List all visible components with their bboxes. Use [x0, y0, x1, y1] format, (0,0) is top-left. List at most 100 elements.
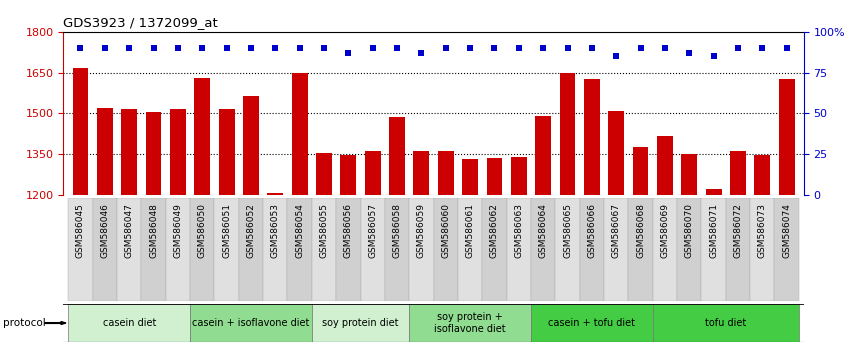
Text: soy protein diet: soy protein diet	[322, 318, 398, 328]
Bar	[190, 198, 214, 301]
Bar	[706, 189, 722, 195]
Bar	[511, 157, 527, 195]
Bar	[239, 198, 263, 301]
Bar	[750, 198, 774, 301]
Point	[220, 45, 233, 51]
Bar	[653, 304, 799, 342]
Point	[780, 45, 794, 51]
Text: GSM586060: GSM586060	[442, 203, 450, 258]
Bar	[438, 151, 453, 195]
Point	[487, 45, 501, 51]
Text: GSM586056: GSM586056	[343, 203, 353, 258]
Text: GSM586063: GSM586063	[514, 203, 524, 258]
Point	[415, 50, 428, 56]
Bar	[458, 198, 482, 301]
Text: GSM586050: GSM586050	[198, 203, 206, 258]
Bar	[170, 109, 186, 195]
Point	[342, 50, 355, 56]
Point	[195, 45, 209, 51]
Bar	[316, 153, 332, 195]
Bar	[482, 198, 507, 301]
Bar	[730, 151, 746, 195]
Text: GSM586049: GSM586049	[173, 203, 183, 258]
Bar	[340, 155, 356, 195]
Bar	[365, 151, 381, 195]
Bar	[701, 198, 726, 301]
Text: GSM586067: GSM586067	[612, 203, 621, 258]
Point	[731, 45, 744, 51]
Bar	[141, 198, 166, 301]
Bar	[507, 198, 531, 301]
Bar	[190, 304, 312, 342]
Text: GSM586048: GSM586048	[149, 203, 158, 258]
Bar	[69, 198, 93, 301]
Bar	[555, 198, 580, 301]
Point	[74, 45, 87, 51]
Text: GSM586058: GSM586058	[393, 203, 402, 258]
Point	[464, 45, 477, 51]
Bar	[409, 198, 433, 301]
Bar	[312, 198, 336, 301]
Bar	[312, 304, 409, 342]
Bar	[292, 73, 308, 195]
Point	[755, 45, 769, 51]
Text: GSM586074: GSM586074	[783, 203, 791, 258]
Text: GSM586059: GSM586059	[417, 203, 426, 258]
Bar	[389, 118, 405, 195]
Bar	[653, 198, 677, 301]
Point	[634, 45, 647, 51]
Bar	[531, 304, 653, 342]
Bar	[633, 147, 649, 195]
Bar	[73, 69, 89, 195]
Bar	[486, 158, 503, 195]
Bar	[580, 198, 604, 301]
Text: GSM586071: GSM586071	[709, 203, 718, 258]
Bar	[267, 193, 283, 195]
Bar	[195, 78, 210, 195]
Point	[683, 50, 696, 56]
Point	[98, 45, 112, 51]
Bar	[584, 79, 600, 195]
Bar	[288, 198, 312, 301]
Text: GSM586055: GSM586055	[320, 203, 328, 258]
Point	[536, 45, 550, 51]
Text: GSM586073: GSM586073	[758, 203, 766, 258]
Bar	[117, 198, 141, 301]
Bar	[336, 198, 360, 301]
Bar	[243, 96, 259, 195]
Point	[707, 53, 721, 59]
Text: GSM586068: GSM586068	[636, 203, 645, 258]
Text: GSM586051: GSM586051	[222, 203, 231, 258]
Text: GSM586070: GSM586070	[684, 203, 694, 258]
Text: GSM586047: GSM586047	[124, 203, 134, 258]
Bar	[462, 159, 478, 195]
Bar	[677, 198, 701, 301]
Text: GSM586057: GSM586057	[368, 203, 377, 258]
Text: GSM586062: GSM586062	[490, 203, 499, 258]
Bar	[604, 198, 629, 301]
Text: casein diet: casein diet	[102, 318, 156, 328]
Bar	[97, 108, 113, 195]
Text: GSM586069: GSM586069	[661, 203, 669, 258]
Bar	[93, 198, 117, 301]
Bar	[360, 198, 385, 301]
Text: casein + isoflavone diet: casein + isoflavone diet	[192, 318, 310, 328]
Bar	[778, 79, 794, 195]
Bar	[263, 198, 288, 301]
Text: GSM586045: GSM586045	[76, 203, 85, 258]
Point	[390, 45, 404, 51]
Bar	[214, 198, 239, 301]
Bar	[726, 198, 750, 301]
Bar	[774, 198, 799, 301]
Bar	[536, 116, 551, 195]
Point	[146, 45, 160, 51]
Point	[293, 45, 306, 51]
Text: GSM586064: GSM586064	[539, 203, 547, 258]
Bar	[69, 304, 190, 342]
Text: soy protein +
isoflavone diet: soy protein + isoflavone diet	[434, 312, 506, 334]
Point	[244, 45, 258, 51]
Bar	[218, 109, 234, 195]
Bar	[146, 112, 162, 195]
Point	[317, 45, 331, 51]
Text: GSM586065: GSM586065	[563, 203, 572, 258]
